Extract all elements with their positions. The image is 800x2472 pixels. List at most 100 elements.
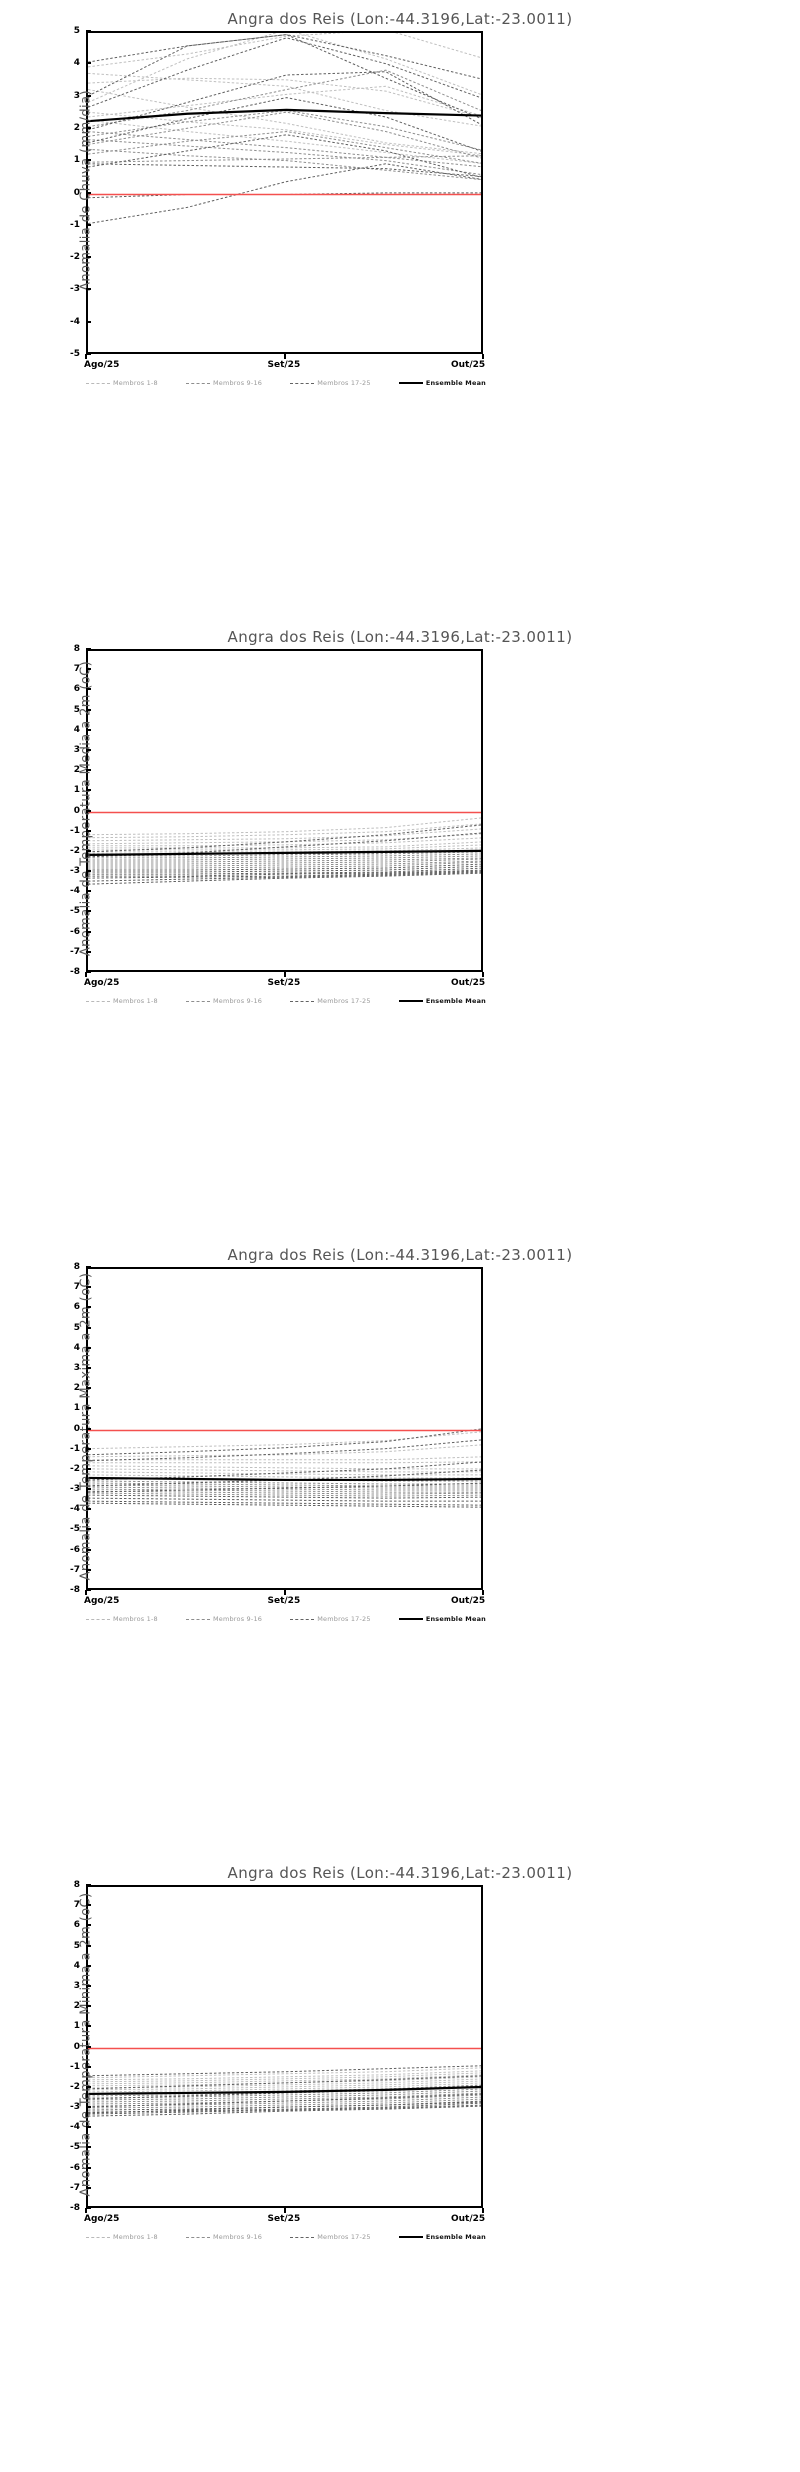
member-line — [88, 1439, 481, 1462]
legend-label: Membros 9-16 — [212, 379, 263, 387]
y-tick-mark — [86, 870, 91, 873]
x-tick-label: Set/25 — [267, 360, 301, 370]
member-line — [88, 163, 481, 177]
member-line — [88, 1461, 481, 1464]
member-line — [88, 1486, 481, 1491]
y-tick-mark — [86, 2186, 91, 2189]
member-line — [88, 853, 481, 859]
legend-swatch-icon — [185, 1618, 210, 1620]
y-tick-mark — [86, 809, 91, 812]
member-line — [88, 841, 481, 849]
member-line — [88, 1465, 481, 1470]
legend-item-s2: Membros 9-16 — [185, 1615, 262, 1623]
legend-item-s2: Membros 9-16 — [185, 997, 262, 1005]
member-line — [88, 2092, 481, 2103]
member-line — [88, 857, 481, 863]
y-tick-label: 2 — [73, 122, 80, 133]
y-tick-mark — [86, 1548, 91, 1551]
legend-item-s1: Membros 1-8 — [86, 997, 158, 1005]
y-tick-mark — [86, 288, 91, 291]
y-tick-label: 1 — [73, 1403, 80, 1414]
y-tick-mark — [86, 971, 91, 973]
member-line — [88, 823, 481, 839]
y-tick-label: -3 — [70, 1484, 80, 1495]
y-axis-label: Anomalia de Chuva (mm/dia) — [78, 89, 94, 291]
y-tick-label: 3 — [73, 744, 80, 755]
y-tick-mark — [86, 849, 91, 852]
y-tick-mark — [86, 1984, 91, 1987]
y-tick-mark — [86, 1568, 91, 1571]
y-tick-mark — [86, 890, 91, 893]
y-tick-label: 4 — [73, 1960, 80, 1971]
y-tick-label: 6 — [73, 1920, 80, 1931]
member-line — [88, 69, 481, 128]
member-line — [88, 860, 481, 867]
member-line — [88, 2096, 481, 2107]
y-tick-mark — [86, 648, 91, 650]
y-tick-mark — [86, 769, 91, 772]
member-line — [88, 2102, 481, 2113]
member-line — [88, 1471, 481, 1476]
member-line — [88, 111, 481, 156]
member-line — [88, 119, 481, 164]
member-line — [88, 1494, 481, 1499]
y-tick-label: 7 — [73, 664, 80, 675]
legend-label: Membros 1-8 — [113, 379, 158, 387]
y-tick-mark — [86, 223, 91, 226]
x-tick-label: Out/25 — [451, 1596, 486, 1606]
member-line — [88, 1490, 481, 1495]
legend-swatch-icon — [290, 1618, 315, 1620]
member-line — [88, 844, 481, 851]
legend-swatch-icon — [86, 2236, 110, 2238]
member-line — [88, 1428, 481, 1456]
y-tick-mark — [86, 728, 91, 731]
y-tick-label: -2 — [70, 845, 80, 856]
y-tick-label: -6 — [70, 2162, 80, 2173]
y-tick-mark — [86, 1884, 91, 1886]
member-line — [88, 2078, 481, 2089]
y-tick-label: 6 — [73, 1302, 80, 1313]
y-tick-mark — [86, 94, 91, 97]
member-line — [88, 97, 481, 152]
y-tick-mark — [86, 1366, 91, 1369]
y-tick-label: 4 — [73, 724, 80, 735]
y-tick-mark — [86, 1467, 91, 1470]
x-tick-mark — [85, 354, 87, 359]
y-tick-label: -1 — [70, 219, 80, 230]
member-line — [88, 855, 481, 861]
member-line — [88, 2072, 481, 2083]
x-tick-label: Set/25 — [267, 2214, 301, 2224]
member-line — [88, 2093, 481, 2108]
member-line — [88, 2075, 481, 2090]
y-tick-mark — [86, 1387, 91, 1390]
y-tick-label: 4 — [73, 1342, 80, 1353]
y-tick-mark — [86, 950, 91, 953]
x-tick-mark — [482, 2208, 484, 2213]
legend-label: Membros 17-25 — [317, 2233, 371, 2241]
plot-area — [86, 649, 483, 972]
member-line — [88, 870, 481, 879]
x-tick-label: Out/25 — [451, 360, 486, 370]
y-tick-label: -3 — [70, 2102, 80, 2113]
y-tick-mark — [86, 668, 91, 671]
y-tick-mark — [86, 2166, 91, 2169]
x-tick-label: Ago/25 — [84, 1596, 120, 1606]
x-tick-mark — [283, 2208, 286, 2213]
member-line — [88, 1461, 481, 1481]
legend-label: Ensemble Mean — [425, 1615, 486, 1623]
y-tick-mark — [86, 2045, 91, 2048]
y-tick-label: -5 — [70, 349, 80, 359]
member-line — [88, 2065, 481, 2077]
y-tick-label: -3 — [70, 284, 80, 295]
member-line — [88, 2088, 481, 2099]
member-line — [88, 861, 481, 869]
legend-item-s3: Membros 17-25 — [290, 379, 371, 387]
legend-swatch-icon — [185, 2236, 210, 2238]
member-line — [88, 1456, 481, 1461]
y-tick-mark — [86, 159, 91, 162]
legend-label: Membros 1-8 — [113, 1615, 158, 1623]
member-line — [88, 865, 481, 873]
y-tick-label: -7 — [70, 946, 80, 957]
y-tick-label: 5 — [73, 26, 80, 36]
member-line — [88, 851, 481, 857]
